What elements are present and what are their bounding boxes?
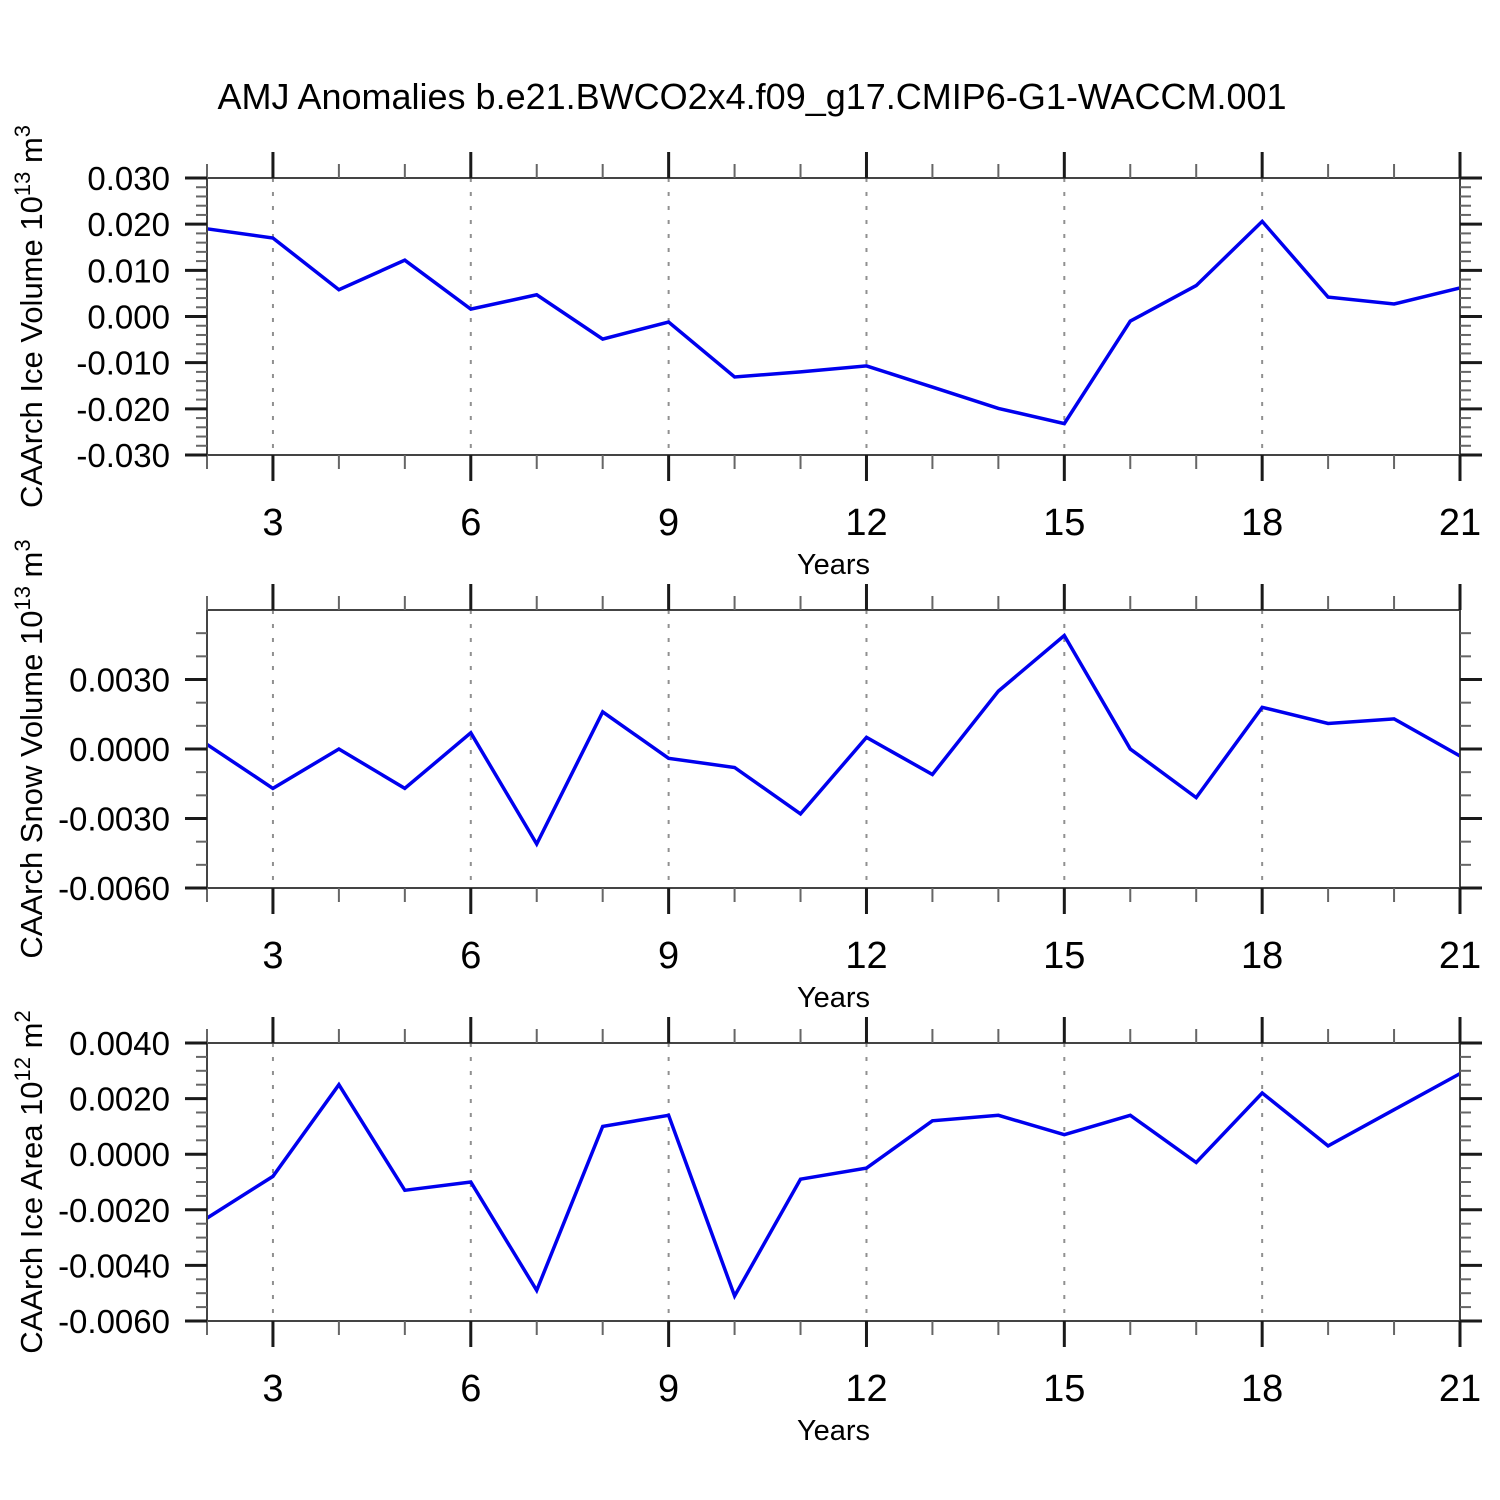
y-tick-label: 0.020: [87, 206, 170, 243]
x-tick-label: 15: [1043, 935, 1085, 977]
x-tick-label: 3: [262, 935, 283, 977]
y-tick-label: -0.0040: [58, 1247, 170, 1284]
x-axis: 3 6 9 12 15 18 21 Years: [206, 1017, 1481, 1447]
y-axis: 0.030 0.020 0.010 0.000 -0.010 -0.020 -0.030: [76, 160, 1482, 474]
y-tick-label: -0.0020: [58, 1192, 170, 1229]
series-line: [206, 632, 1461, 848]
gridlines: [271, 1043, 1264, 1321]
y-tick-label: -0.020: [76, 391, 170, 428]
y-axis: 0.0040 0.0020 0.0000 -0.0020 -0.0040 -0.0060: [58, 1025, 1482, 1340]
x-tick-label: 3: [262, 502, 283, 544]
series-line: [206, 1072, 1461, 1301]
x-tick-label: 9: [658, 1368, 679, 1410]
x-tick-label: 21: [1439, 935, 1481, 977]
x-tick-label: 6: [460, 502, 481, 544]
panel-2: 3 6 9 12 15 18 21 Years 0.0030 0.0000 -0.0030 -0.00…: [10, 539, 1482, 1014]
x-tick-label: 9: [658, 502, 679, 544]
y-axis-title: CAArch Snow Volume 1013 m3: [10, 539, 49, 958]
x-axis: 3 6 9 12 15 18 21 Years: [206, 152, 1481, 581]
x-tick-label: 9: [658, 935, 679, 977]
y-tick-label: 0.0040: [69, 1025, 170, 1062]
y-tick-label: 0.0000: [69, 1136, 170, 1173]
x-tick-label: 15: [1043, 1368, 1085, 1410]
gridlines: [271, 178, 1264, 455]
axis-frame: [206, 1042, 1461, 1322]
y-axis-title: CAArch Ice Area 1012 m2: [10, 1010, 49, 1353]
y-tick-label: -0.030: [76, 437, 170, 474]
y-axis: 0.0030 0.0000 -0.0030 -0.0060: [58, 632, 1482, 907]
x-tick-label: 3: [262, 1368, 283, 1410]
x-axis: 3 6 9 12 15 18 21 Years: [206, 584, 1481, 1014]
x-axis-title: Years: [797, 1415, 870, 1447]
x-tick-label: 6: [460, 935, 481, 977]
y-tick-label: -0.010: [76, 345, 170, 382]
chart-title: AMJ Anomalies b.e21.BWCO2x4.f09_g17.CMIP…: [217, 76, 1287, 117]
gridlines: [271, 610, 1264, 888]
y-tick-label: 0.000: [87, 299, 170, 336]
x-tick-label: 12: [845, 935, 887, 977]
y-tick-label: 0.0000: [69, 731, 170, 768]
axis-frame: [206, 177, 1461, 456]
x-tick-label: 15: [1043, 502, 1085, 544]
y-tick-label: 0.030: [87, 160, 170, 197]
series-line: [206, 218, 1461, 426]
panel-1: 3 6 9 12 15 18 21 Years 0.030 0.020 0.010 0.000 -0.0…: [10, 125, 1482, 581]
x-tick-label: 21: [1439, 502, 1481, 544]
y-tick-label: -0.0060: [58, 1303, 170, 1340]
x-tick-label: 6: [460, 1368, 481, 1410]
x-tick-label: 18: [1241, 502, 1283, 544]
y-tick-label: 0.0020: [69, 1081, 170, 1118]
x-axis-title: Years: [797, 549, 870, 581]
y-tick-label: 0.0030: [69, 662, 170, 699]
y-tick-label: -0.0060: [58, 870, 170, 907]
y-tick-label: 0.010: [87, 252, 170, 289]
x-tick-label: 18: [1241, 935, 1283, 977]
x-tick-label: 12: [845, 502, 887, 544]
panel-3: 3 6 9 12 15 18 21 Years 0.0040 0.0020 0.0000 -0.002…: [10, 1010, 1482, 1447]
axis-frame: [206, 609, 1461, 889]
y-axis-title: CAArch Ice Volume 1013 m3: [10, 125, 49, 508]
x-tick-label: 21: [1439, 1368, 1481, 1410]
x-tick-label: 18: [1241, 1368, 1283, 1410]
x-tick-label: 12: [845, 1368, 887, 1410]
y-tick-label: -0.0030: [58, 801, 170, 838]
x-axis-title: Years: [797, 982, 870, 1014]
